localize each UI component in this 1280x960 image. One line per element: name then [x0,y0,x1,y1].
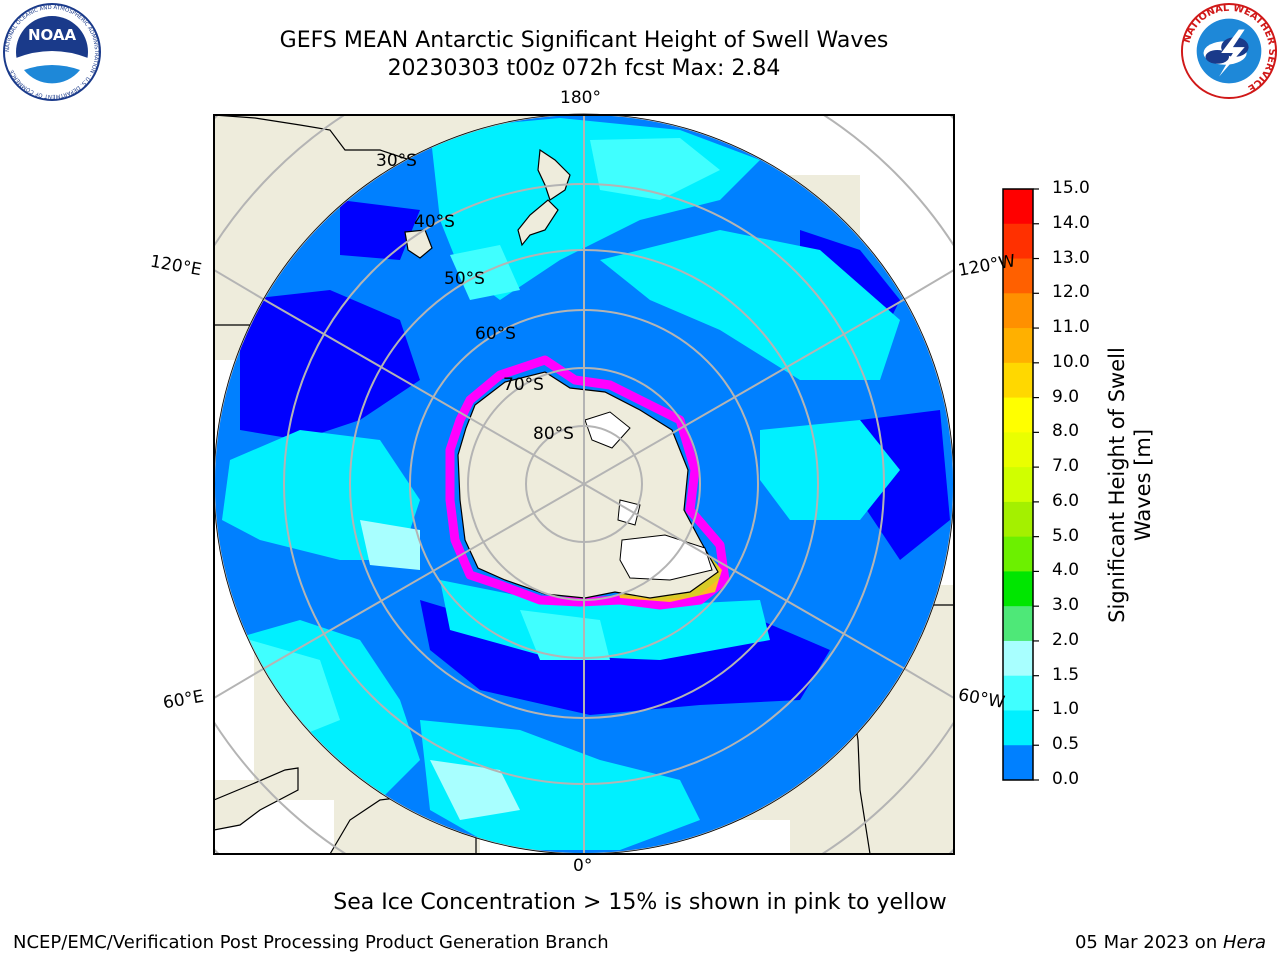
colorbar-tick-label: 7.0 [1052,456,1080,477]
colorbar-tick-label: 8.0 [1052,421,1080,442]
lon-label-180: 180° [560,88,601,108]
colorbar-segment [1003,640,1033,677]
lat-label-60s: 60°S [475,324,516,344]
colorbar [1002,188,1039,781]
landmass-new-zealand-south [517,199,559,247]
colorbar-segment [1003,293,1033,329]
lat-label-40s: 40°S [414,212,455,232]
colorbar-tick-label: 14.0 [1052,212,1090,233]
colorbar-segment [1003,189,1033,225]
colorbar-segment [1003,675,1033,711]
lon-label-0: 0° [573,856,593,876]
colorbar-segment [1003,536,1033,572]
colorbar-segment [1003,328,1033,364]
colorbar-tick-label: 10.0 [1052,351,1090,372]
colorbar-tick-label: 12.0 [1052,282,1090,303]
colorbar-tick-label: 0.0 [1052,769,1080,789]
colorbar-tick-label: 0.5 [1052,734,1080,755]
colorbar-tick-label: 1.5 [1052,664,1080,685]
colorbar-segment [1003,223,1033,260]
colorbar-segment [1003,362,1033,399]
colorbar-tick-label: 2.0 [1052,629,1080,650]
colorbar-segment [1003,501,1033,538]
colorbar-tick-label: 1.0 [1052,699,1080,720]
colorbar-tick-label: 4.0 [1052,560,1080,581]
svg-text:NOAA: NOAA [28,26,77,44]
map-frame [213,114,955,855]
colorbar-segment [1003,467,1033,503]
colorbar-title: Significant Height of Swell Waves [m] [1105,347,1155,623]
colorbar-segment [1003,258,1033,294]
colorbar-tick-label: 5.0 [1052,525,1080,546]
chart-title: GEFS MEAN Antarctic Significant Height o… [279,28,889,53]
footer-host: Hera [1222,932,1266,953]
colorbar-segment [1003,745,1033,781]
nws-logo-icon: NATIONAL WEATHER SERVICE [1180,3,1277,100]
colorbar-tick-label: 3.0 [1052,595,1080,616]
landmass-new-zealand-north [537,148,571,201]
weddell-sea [619,534,713,581]
colorbar-segment [1003,710,1033,746]
colorbar-segment [1003,571,1033,607]
noaa-logo-icon: NOAA NATIONAL OCEANIC AND ATMOSPHERIC AD… [3,3,101,101]
colorbar-segment [1003,432,1033,468]
colorbar-tick-label: 11.0 [1052,317,1090,338]
colorbar-tick-label: 13.0 [1052,247,1090,268]
colorbar-segment [1003,606,1033,642]
landmass-tasmania [404,229,433,259]
sea-ice-note: Sea Ice Concentration > 15% is shown in … [333,890,947,915]
graticule [214,114,954,854]
lat-label-70s: 70°S [503,375,544,395]
colorbar-tick-label: 9.0 [1052,386,1080,407]
colorbar-tick-label: 6.0 [1052,490,1080,511]
lat-label-50s: 50°S [444,269,485,289]
chart-subtitle: 20230303 t00z 072h fcst Max: 2.84 [387,56,781,81]
landmass-madagascar [214,767,299,831]
footer-date: 05 Mar 2023 on Hera [1074,932,1266,953]
colorbar-segment [1003,397,1033,433]
lat-label-30s: 30°S [376,151,417,171]
lat-label-80s: 80°S [533,424,574,444]
footer-credit: NCEP/EMC/Verification Post Processing Pr… [13,932,609,953]
colorbar-tick-label: 15.0 [1052,178,1090,198]
sea-ice-ring [445,355,730,610]
